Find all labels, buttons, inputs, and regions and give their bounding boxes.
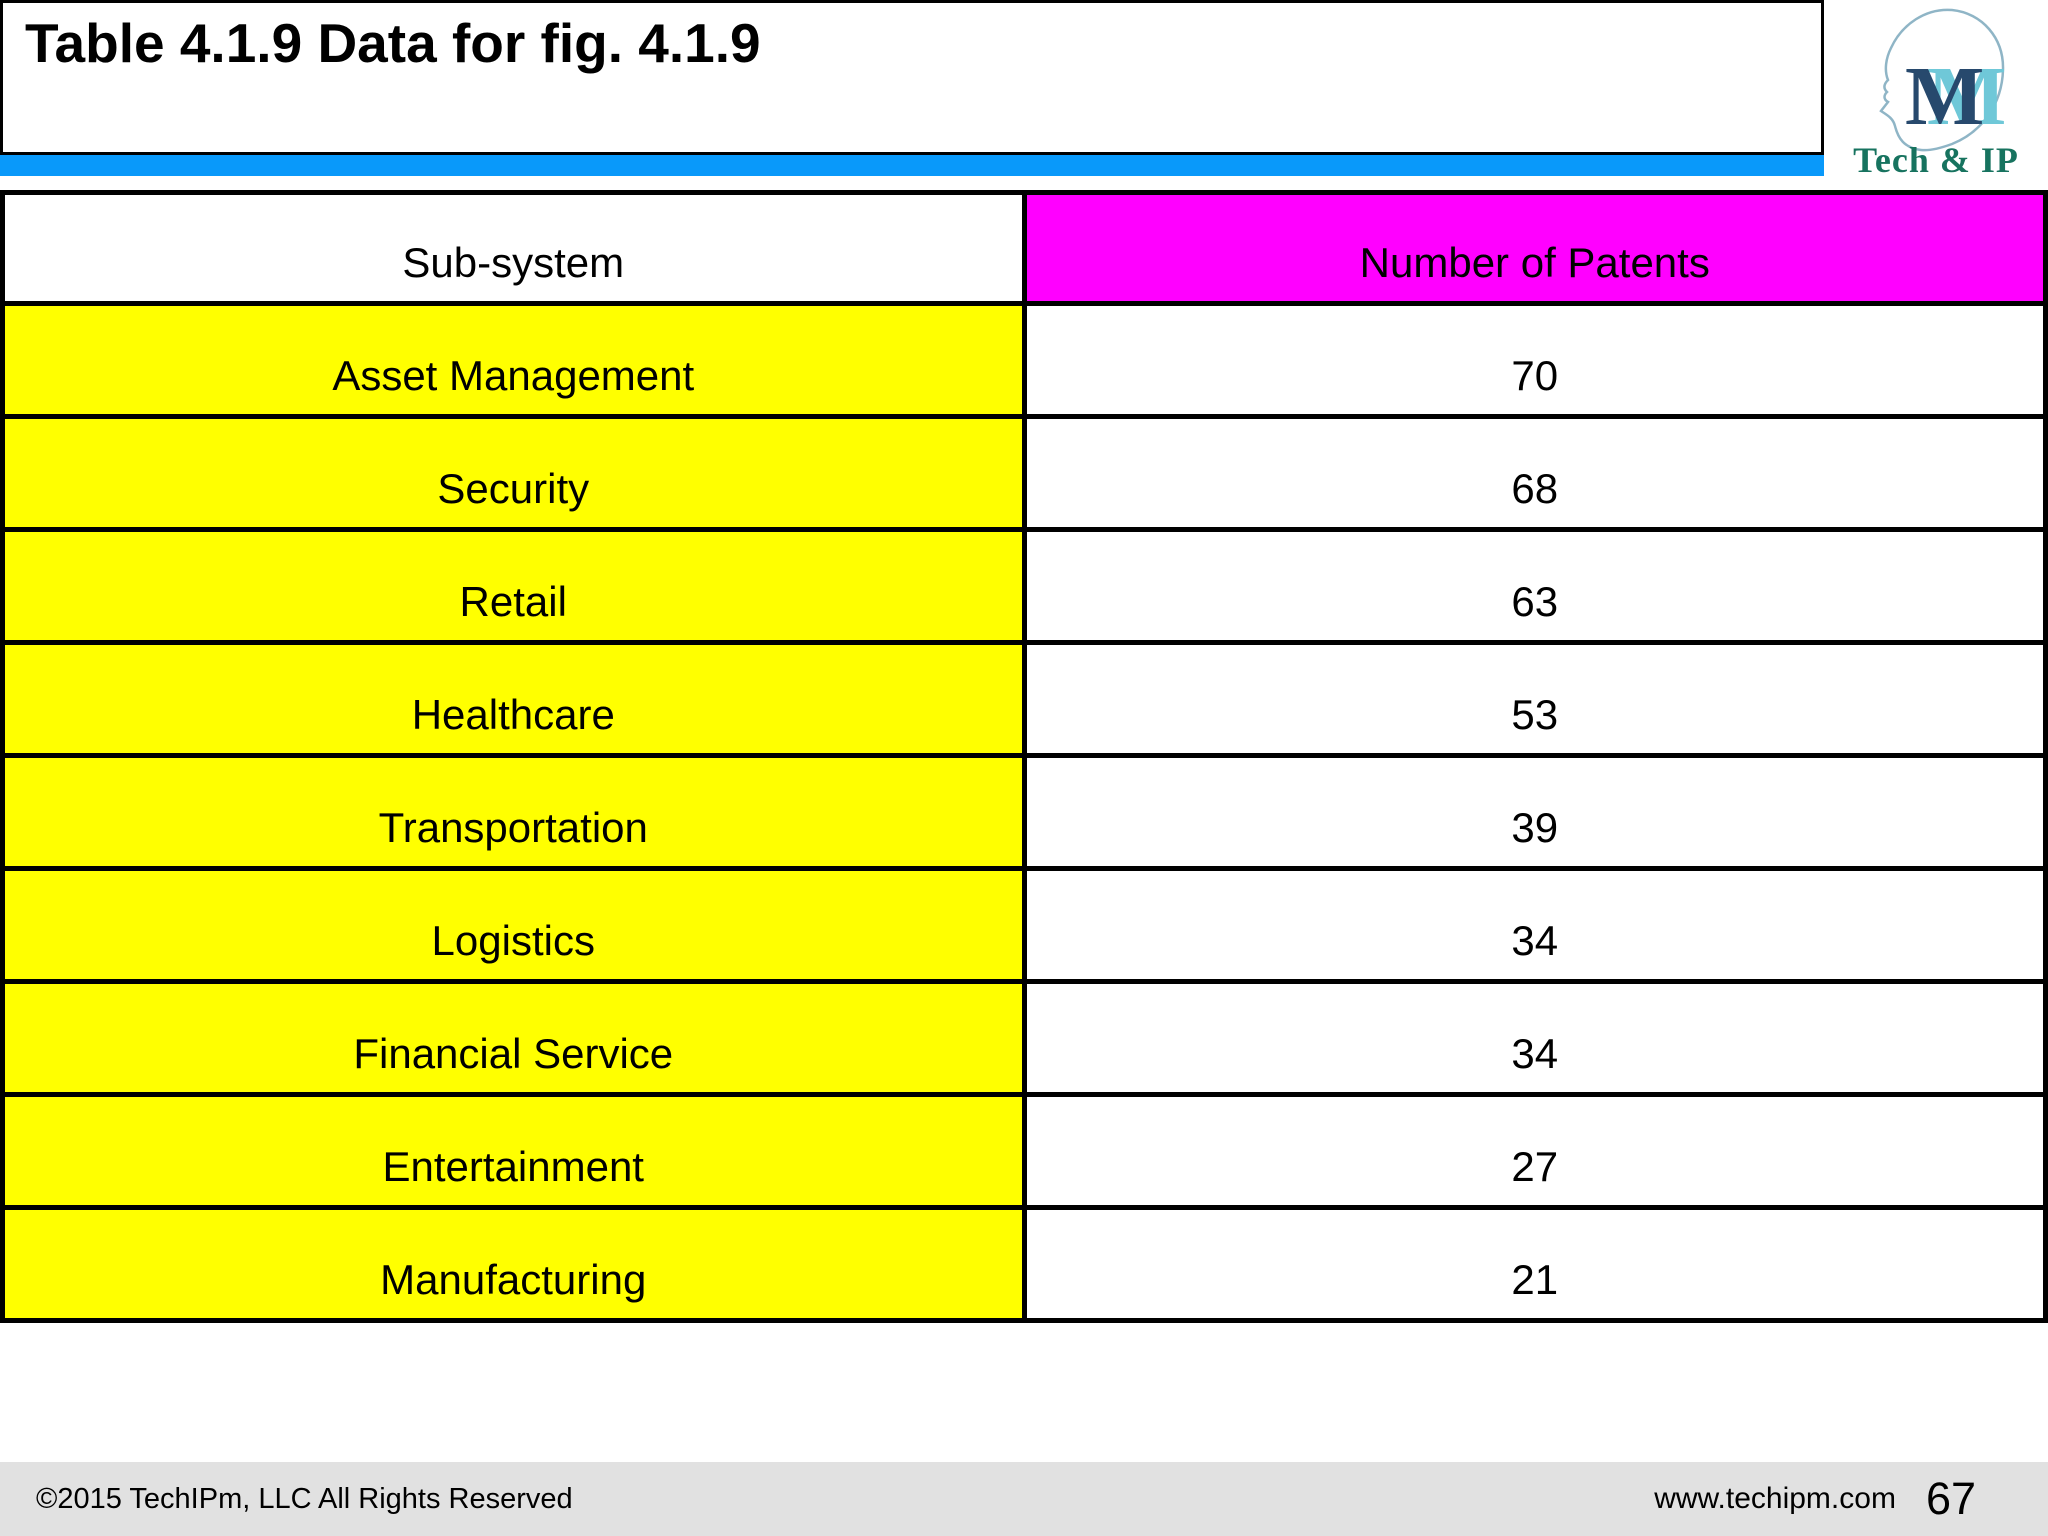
table-row: Manufacturing 21 — [0, 1205, 2048, 1323]
subsystem-cell: Asset Management — [0, 301, 1027, 419]
patents-cell: 70 — [1021, 301, 2048, 419]
subsystem-cell: Logistics — [0, 866, 1027, 984]
subsystem-cell: Financial Service — [0, 979, 1027, 1097]
table-row: Entertainment 27 — [0, 1092, 2048, 1210]
subsystem-cell: Manufacturing — [0, 1205, 1027, 1323]
logo-monogram-navy: M — [1905, 50, 1984, 143]
title-box: Table 4.1.9 Data for fig. 4.1.9 — [0, 0, 1824, 155]
subsystem-cell: Healthcare — [0, 640, 1027, 758]
column-header-subsystem: Sub-system — [0, 190, 1027, 306]
logo-name: Tech & IP — [1853, 140, 2019, 180]
table-row: Logistics 34 — [0, 866, 2048, 984]
patents-cell: 21 — [1021, 1205, 2048, 1323]
patents-cell: 53 — [1021, 640, 2048, 758]
subsystem-cell: Security — [0, 414, 1027, 532]
patents-cell: 63 — [1021, 527, 2048, 645]
subsystem-cell: Retail — [0, 527, 1027, 645]
head-profile-icon — [1879, 8, 2005, 152]
patents-cell: 34 — [1021, 979, 2048, 1097]
page-number: 67 — [1925, 1473, 1976, 1524]
patents-cell: 27 — [1021, 1092, 2048, 1210]
table-row: Healthcare 53 — [0, 640, 2048, 758]
data-table: Sub-system Number of Patents Asset Manag… — [0, 190, 2048, 1323]
accent-bar — [0, 155, 1824, 176]
footer-bar: ©2015 TechIPm, LLC All Rights Reserved w… — [0, 1462, 2048, 1536]
website-text: www.techipm.com — [1654, 1482, 1896, 1515]
subsystem-cell: Entertainment — [0, 1092, 1027, 1210]
copyright-text: ©2015 TechIPm, LLC All Rights Reserved — [36, 1482, 573, 1515]
page-title: Table 4.1.9 Data for fig. 4.1.9 — [25, 12, 761, 74]
patents-cell: 34 — [1021, 866, 2048, 984]
table-header-row: Sub-system Number of Patents — [0, 190, 2048, 306]
footer-right: www.techipm.com 67 — [1654, 1473, 1976, 1525]
tech-ip-logo: M M Tech & IP — [1853, 8, 2019, 180]
subsystem-cell: Transportation — [0, 753, 1027, 871]
table-row: Security 68 — [0, 414, 2048, 532]
table-row: Asset Management 70 — [0, 301, 2048, 419]
logo-monogram-teal: M — [1927, 50, 2006, 143]
table-row: Transportation 39 — [0, 753, 2048, 871]
table-row: Retail 63 — [0, 527, 2048, 645]
patents-cell: 39 — [1021, 753, 2048, 871]
table-row: Financial Service 34 — [0, 979, 2048, 1097]
patents-cell: 68 — [1021, 414, 2048, 532]
column-header-patents: Number of Patents — [1021, 190, 2048, 306]
